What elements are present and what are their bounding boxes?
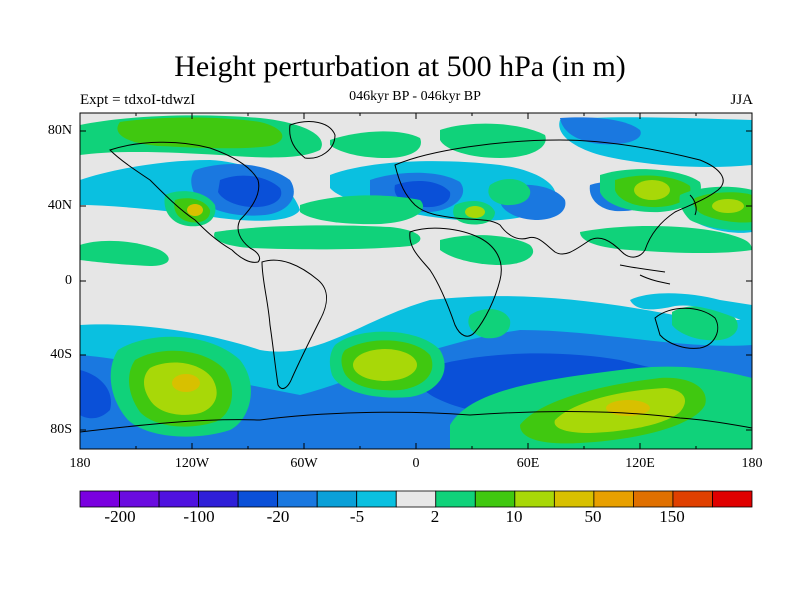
colorbar-box bbox=[316, 490, 358, 508]
contour-pos-usa-high bbox=[187, 204, 203, 216]
colorbar-box bbox=[79, 490, 120, 508]
contour-pos-tropics-africa bbox=[440, 235, 534, 265]
colorbar-box bbox=[712, 490, 753, 508]
contour-neg-sw-dark bbox=[80, 370, 111, 419]
contour-pos-arctic-mid bbox=[117, 117, 283, 149]
contour-pos-spacific-peak bbox=[172, 374, 200, 392]
contour-neg-pacific-north-mid bbox=[560, 117, 641, 145]
colorbar-label: 10 bbox=[505, 507, 523, 526]
colorbar-box bbox=[356, 490, 397, 508]
coast-africa bbox=[409, 227, 502, 337]
experiment-label: Expt = tdxoI-tdwzI bbox=[80, 92, 196, 108]
coast-eurasia bbox=[394, 139, 724, 258]
coastlines bbox=[80, 121, 752, 433]
coast-greenland bbox=[289, 121, 336, 159]
colorbar-label: 50 bbox=[584, 507, 602, 526]
lat-label-0: 0 bbox=[65, 273, 72, 288]
colorbar-box bbox=[435, 490, 476, 508]
contour-pos-mideast-high bbox=[465, 206, 485, 218]
contour-pos-sindian-peak bbox=[606, 400, 650, 416]
lon-label-0: 0 bbox=[412, 456, 420, 471]
coast-north-america bbox=[109, 141, 261, 263]
lat-label-40n: 40N bbox=[47, 198, 72, 213]
colorbar-label: -100 bbox=[183, 507, 215, 526]
lat-label-80s: 80S bbox=[50, 422, 72, 437]
colorbar-box bbox=[593, 490, 634, 508]
lat-label-40s: 40S bbox=[50, 347, 72, 362]
coast-australia bbox=[654, 307, 719, 349]
lon-label-180e: 180 bbox=[741, 456, 763, 471]
contour-pos-tropics-west bbox=[80, 240, 169, 266]
colorbar-label: 150 bbox=[659, 507, 685, 526]
lon-label-120e: 120E bbox=[625, 456, 655, 471]
colorbar-box bbox=[119, 490, 160, 508]
contour-pos-asia-high bbox=[634, 180, 670, 200]
colorbar bbox=[79, 490, 753, 508]
colorbar-box bbox=[672, 490, 713, 508]
lon-label-180w: 180 bbox=[69, 456, 91, 471]
coast-antarctica bbox=[80, 411, 752, 433]
lon-label-60e: 60E bbox=[516, 456, 540, 471]
colorbar-box bbox=[514, 490, 555, 508]
contour-pos-australia bbox=[672, 306, 738, 341]
colorbar-box bbox=[553, 490, 595, 508]
colorbar-box bbox=[633, 490, 674, 508]
coast-indonesia bbox=[619, 264, 671, 285]
chart-title: Height perturbation at 500 hPa (in m) bbox=[174, 50, 626, 83]
colorbar-box bbox=[158, 490, 199, 508]
lon-label-60w: 60W bbox=[290, 456, 318, 471]
colorbar-box bbox=[474, 490, 516, 508]
coast-japan bbox=[689, 194, 697, 216]
colorbar-box bbox=[395, 490, 437, 508]
colorbar-box bbox=[198, 490, 239, 508]
coast-south-america bbox=[261, 259, 327, 389]
contour-pos-natlantic bbox=[300, 195, 424, 225]
lat-label-80n: 80N bbox=[47, 123, 72, 138]
contour-pos-tropics-indopac bbox=[580, 226, 752, 254]
chart-subtitle: 046kyr BP - 046kyr BP bbox=[349, 89, 481, 104]
colorbar-box bbox=[277, 490, 318, 508]
colorbar-box bbox=[237, 490, 279, 508]
colorbar-label: -200 bbox=[104, 507, 136, 526]
axis-ticks bbox=[79, 113, 753, 449]
contour-pos-scandinavia bbox=[440, 123, 546, 158]
contour-pos-greenland bbox=[330, 131, 421, 158]
contour-pos-tropics-atlantic bbox=[214, 225, 421, 250]
contour-neg-namerica-dark bbox=[218, 175, 282, 208]
colorbar-label: -5 bbox=[349, 507, 365, 526]
colorbar-label: 2 bbox=[430, 507, 440, 526]
contour-neg-australia bbox=[630, 293, 752, 325]
contour-pos-safrica bbox=[468, 308, 511, 339]
colorbar-label: -20 bbox=[266, 507, 290, 526]
contour-pos-siberia bbox=[488, 178, 531, 206]
contour-pos-npacific-high bbox=[712, 199, 744, 213]
contour-field bbox=[80, 113, 752, 449]
lon-label-120w: 120W bbox=[174, 456, 210, 471]
contour-pos-satlantic-high bbox=[353, 349, 417, 381]
season-label: JJA bbox=[730, 92, 753, 108]
